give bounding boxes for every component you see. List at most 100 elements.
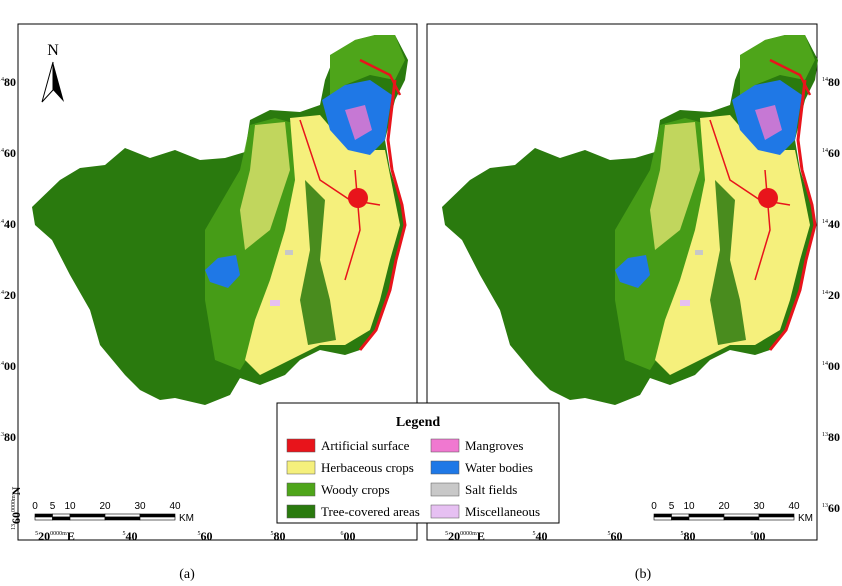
grid-label: 1420: [822, 288, 840, 302]
grid-label-part: 5: [123, 531, 126, 537]
grid-label-part: 80: [828, 430, 840, 444]
caption: (a): [179, 567, 195, 582]
grid-label-part: 14: [822, 77, 828, 83]
scale-tick-label: 10: [683, 501, 695, 512]
grid-label-part: 20: [828, 288, 840, 302]
scale-tick-label: 30: [753, 501, 765, 512]
north-arrow: N: [41, 42, 64, 103]
scale-segment: [671, 516, 690, 521]
grid-label-part: 0000m: [460, 531, 477, 537]
scale-segment: [69, 516, 106, 521]
grid-label-part: 60: [828, 146, 840, 160]
grid-label: 1420: [0, 288, 16, 302]
scale-segment: [688, 513, 725, 518]
legend-label: Woody crops: [321, 482, 390, 497]
grid-label-part: 14: [0, 77, 4, 83]
grid-label-part: 20: [4, 288, 16, 302]
grid-label-part: 13: [822, 432, 828, 438]
grid-label: 540: [533, 529, 548, 543]
scale-segment: [139, 513, 176, 518]
scale-segment: [758, 513, 795, 518]
grid-label-part: N: [9, 486, 23, 495]
legend-label: Miscellaneous: [465, 504, 540, 519]
grid-label-part: 80: [684, 529, 696, 543]
legend-swatch: [430, 504, 460, 519]
scale-segment: [653, 516, 672, 521]
grid-label: 1380: [0, 430, 16, 444]
grid-label-part: 40: [4, 217, 16, 231]
scale-tick-label: 30: [134, 501, 146, 512]
scale-segment: [139, 516, 176, 521]
scale-segment: [723, 513, 760, 518]
legend: Legend Artificial surface Herbaceous crop…: [276, 402, 560, 524]
grid-label-part: 00: [4, 359, 16, 373]
scale-segment: [653, 513, 672, 518]
grid-label: 13600000mN: [9, 486, 23, 530]
grid-label-part: 5: [608, 531, 611, 537]
legend-label: Mangroves: [465, 438, 524, 453]
legend-label: Salt fields: [465, 482, 517, 497]
grid-label-part: 40: [126, 529, 138, 543]
grid-label: 1480: [0, 75, 16, 89]
legend-label: Artificial surface: [321, 438, 410, 453]
grid-label: 580: [681, 529, 696, 543]
grid-label: 1440: [822, 217, 840, 231]
legend-swatch: [286, 460, 316, 475]
scale-tick-label: 0: [651, 501, 657, 512]
scale-segment: [52, 516, 71, 521]
legend-swatch: [430, 438, 460, 453]
grid-label-part: 14: [822, 361, 828, 367]
grid-label-part: 80: [828, 75, 840, 89]
scale-tick-label: 20: [99, 501, 111, 512]
legend-swatch: [430, 460, 460, 475]
scale-segment: [34, 513, 53, 518]
legend-label: Herbaceous crops: [321, 460, 414, 475]
grid-label-part: 14: [0, 148, 4, 154]
panel-frame: [426, 23, 818, 541]
legend-swatch: [286, 504, 316, 519]
scale-segment: [758, 516, 795, 521]
grid-label-part: 14: [0, 219, 4, 225]
scale-tick-label: 5: [50, 501, 56, 512]
grid-label-part: 0000m: [11, 495, 17, 512]
grid-label-part: 00: [828, 359, 840, 373]
grid-label-part: 5: [35, 531, 38, 537]
grid-label-part: 13: [0, 432, 4, 438]
scale-unit: KM: [798, 513, 813, 524]
grid-label-part: 6: [341, 531, 344, 537]
grid-label-part: 80: [4, 430, 16, 444]
grid-label: 1360: [822, 501, 840, 515]
grid-label: 600: [341, 529, 356, 543]
grid-label-part: 13: [11, 524, 17, 530]
scale-segment: [723, 516, 760, 521]
grid-label: 600: [751, 529, 766, 543]
grid-label-part: 5: [198, 531, 201, 537]
scale-segment: [104, 516, 141, 521]
scale-tick-label: 5: [669, 501, 675, 512]
grid-label-part: 60: [9, 512, 23, 524]
grid-label: 1400: [0, 359, 16, 373]
grid-label: 1380: [822, 430, 840, 444]
grid-label-part: 60: [4, 146, 16, 160]
grid-label-part: 80: [4, 75, 16, 89]
grid-label: 560: [198, 529, 213, 543]
scale-tick-label: 0: [32, 501, 38, 512]
scale-segment: [104, 513, 141, 518]
grid-label-part: 00: [754, 529, 766, 543]
grid-label-part: 0000m: [50, 531, 67, 537]
scale-unit: KM: [179, 513, 194, 524]
grid-label-part: 20: [38, 529, 50, 543]
grid-label-part: 00: [344, 529, 356, 543]
grid-label: 1480: [822, 75, 840, 89]
legend-label: Water bodies: [465, 460, 533, 475]
grid-label-part: 14: [822, 219, 828, 225]
legend-swatch: [286, 482, 316, 497]
scale-segment: [671, 513, 690, 518]
scale-segment: [69, 513, 106, 518]
scale-tick-label: 40: [169, 501, 181, 512]
grid-label: 1460: [822, 146, 840, 160]
panel-frame: [17, 23, 418, 541]
scale-tick-label: 20: [718, 501, 730, 512]
